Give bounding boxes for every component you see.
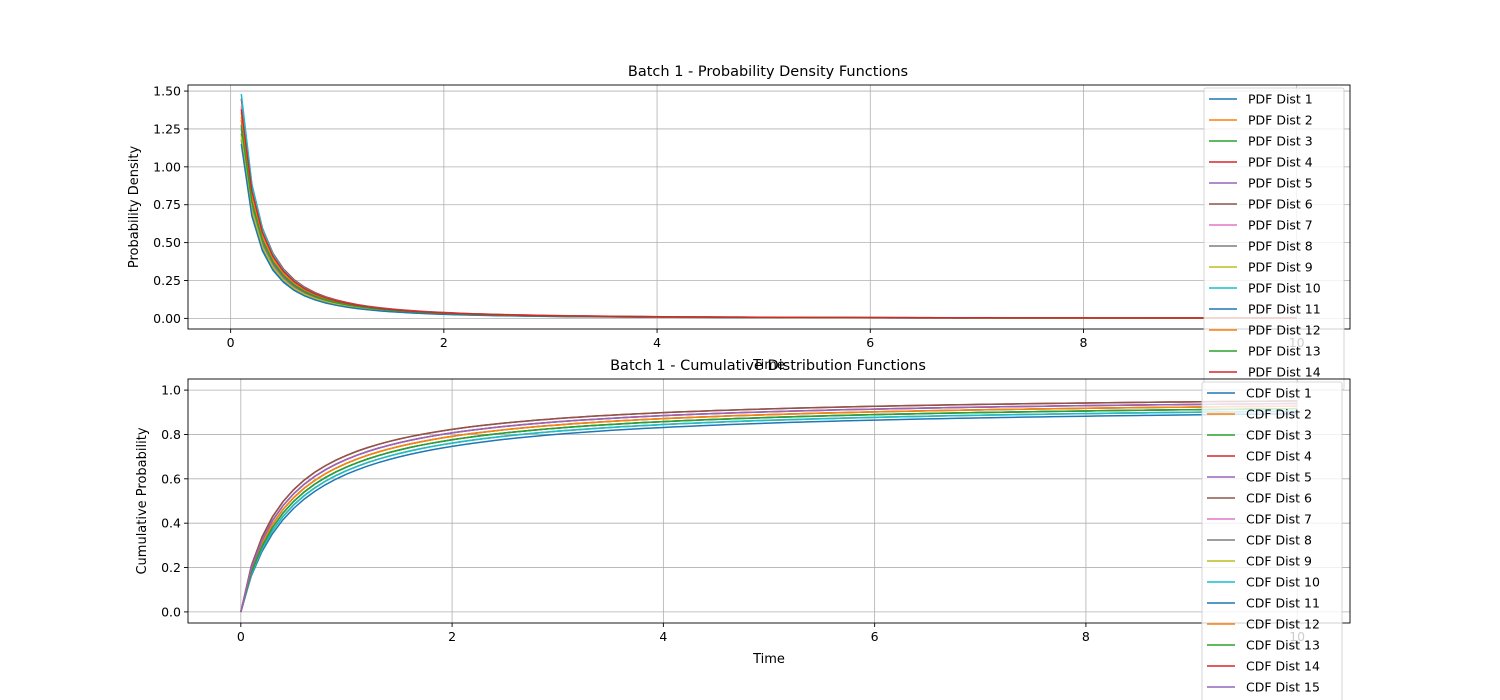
cdf-legend-label-6: CDF Dist 6 <box>1246 491 1312 506</box>
pdf-chart-ylabel: Probability Density <box>127 146 142 269</box>
cdf-legend-label-7: CDF Dist 7 <box>1246 512 1312 527</box>
cdf-xtick-label-3: 6 <box>871 629 879 644</box>
cdf-series-line-13 <box>240 407 1298 613</box>
pdf-chart-xlabel: Time <box>752 358 785 373</box>
pdf-ytick-label-4: 1.00 <box>153 159 181 174</box>
pdf-ytick-label-0: 0.00 <box>153 311 181 326</box>
cdf-series-line-6 <box>240 400 1298 613</box>
cdf-legend-label-13: CDF Dist 13 <box>1246 638 1320 653</box>
cdf-series-line-12 <box>240 405 1298 613</box>
pdf-xtick-label-3: 6 <box>866 335 874 350</box>
pdf-xtick-label-2: 4 <box>653 335 661 350</box>
pdf-legend: PDF Dist 1 PDF Dist 2 PDF Dist 3 PDF Dist 4… <box>1203 87 1345 391</box>
pdf-ytick-label-2: 0.50 <box>153 235 181 250</box>
pdf-legend-label-11: PDF Dist 11 <box>1248 302 1321 317</box>
pdf-legend-label-12: PDF Dist 12 <box>1248 323 1321 338</box>
cdf-xtick-label-4: 8 <box>1082 629 1090 644</box>
cdf-legend-label-14: CDF Dist 14 <box>1246 659 1320 674</box>
pdf-legend-label-3: PDF Dist 3 <box>1248 134 1313 149</box>
cdf-xtick-label-0: 0 <box>237 629 245 644</box>
pdf-ytick-label-5: 1.25 <box>153 121 181 136</box>
cdf-legend-box <box>1201 381 1343 700</box>
pdf-ytick-label-6: 1.50 <box>153 84 181 99</box>
cdf-legend-label-8: CDF Dist 8 <box>1246 533 1312 548</box>
pdf-legend-label-1: PDF Dist 1 <box>1248 92 1313 107</box>
cdf-series-line-15 <box>240 402 1298 613</box>
cdf-ytick-label-1: 0.2 <box>161 560 181 575</box>
pdf-legend-label-14: PDF Dist 14 <box>1248 365 1321 380</box>
cdf-legend: CDF Dist 1 CDF Dist 2 CDF Dist 3 CDF Dist 4… <box>1201 381 1343 700</box>
cdf-series-line-1 <box>240 413 1298 613</box>
cdf-ytick-label-2: 0.4 <box>161 516 181 531</box>
pdf-legend-label-6: PDF Dist 6 <box>1248 197 1313 212</box>
pdf-ytick-label-3: 0.75 <box>153 197 181 212</box>
cdf-legend-label-3: CDF Dist 3 <box>1246 428 1312 443</box>
pdf-legend-label-7: PDF Dist 7 <box>1248 218 1313 233</box>
pdf-legend-label-5: PDF Dist 5 <box>1248 176 1313 191</box>
pdf-legend-label-8: PDF Dist 8 <box>1248 239 1313 254</box>
cdf-axes-frame <box>187 378 1351 624</box>
pdf-legend-label-4: PDF Dist 4 <box>1248 155 1313 170</box>
pdf-ytick-label-1: 0.25 <box>153 273 181 288</box>
cdf-chart-ylabel: Cumulative Probability <box>135 427 150 574</box>
cdf-legend-label-11: CDF Dist 11 <box>1246 596 1320 611</box>
pdf-legend-label-9: PDF Dist 9 <box>1248 260 1313 275</box>
pdf-xtick-label-0: 0 <box>227 335 235 350</box>
pdf-xtick-label-4: 8 <box>1080 335 1088 350</box>
cdf-legend-label-15: CDF Dist 15 <box>1246 680 1320 695</box>
pdf-legend-label-2: PDF Dist 2 <box>1248 113 1313 128</box>
pdf-legend-label-13: PDF Dist 13 <box>1248 344 1321 359</box>
cdf-ytick-label-4: 0.8 <box>161 427 181 442</box>
pdf-chart-title: Batch 1 - Probability Density Functions <box>628 64 908 80</box>
cdf-chart-xlabel: Time <box>752 652 785 667</box>
cdf-ytick-label-3: 0.6 <box>161 471 181 486</box>
pdf-xtick-label-1: 2 <box>440 335 448 350</box>
cdf-legend-label-10: CDF Dist 10 <box>1246 575 1320 590</box>
pdf-axes-frame <box>187 84 1351 330</box>
cdf-legend-label-1: CDF Dist 1 <box>1246 386 1312 401</box>
cdf-xtick-label-1: 2 <box>448 629 456 644</box>
cdf-chart: Batch 1 - Cumulative Distribution Functi… <box>135 358 1351 700</box>
pdf-legend-label-10: PDF Dist 10 <box>1248 281 1321 296</box>
cdf-series-line-10 <box>240 410 1298 613</box>
pdf-chart: Batch 1 - Probability Density Functions … <box>127 64 1351 391</box>
cdf-legend-label-2: CDF Dist 2 <box>1246 407 1312 422</box>
pdf-series-line-14 <box>240 109 1297 319</box>
cdf-legend-label-9: CDF Dist 9 <box>1246 554 1312 569</box>
cdf-legend-label-12: CDF Dist 12 <box>1246 617 1320 632</box>
cdf-ytick-label-5: 1.0 <box>161 383 181 398</box>
cdf-ytick-label-0: 0.0 <box>161 604 181 619</box>
cdf-chart-title: Batch 1 - Cumulative Distribution Functi… <box>610 358 926 374</box>
cdf-legend-label-5: CDF Dist 5 <box>1246 470 1312 485</box>
cdf-legend-label-4: CDF Dist 4 <box>1246 449 1312 464</box>
cdf-xtick-label-2: 4 <box>659 629 667 644</box>
